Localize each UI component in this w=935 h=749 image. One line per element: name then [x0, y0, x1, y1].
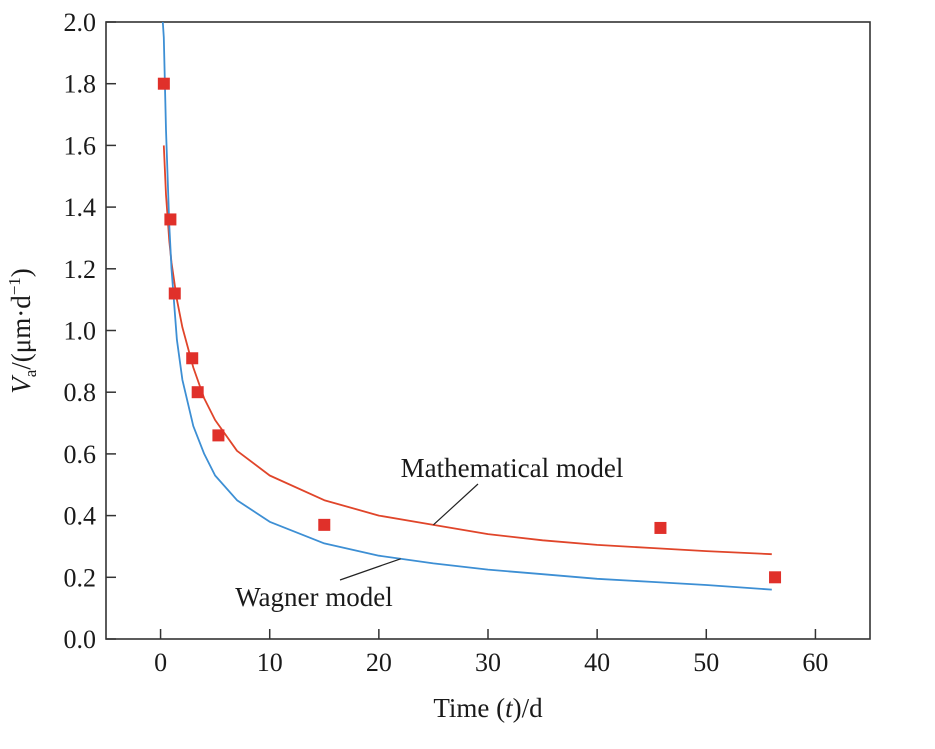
x-axis-ticks: 0 10 20 30 40 50 60	[154, 629, 828, 677]
x-axis-title: Time (t)/d	[433, 693, 543, 723]
data-point	[654, 521, 667, 534]
plot-frame	[105, 21, 871, 640]
y-tick-label: 0.4	[64, 502, 97, 531]
data-point	[318, 518, 331, 531]
wagner-model-line	[161, 21, 772, 591]
y-axis-title: Va/(μm·d−1)	[5, 268, 40, 394]
x-tick-label: 30	[475, 648, 501, 677]
y-tick-label: 0.8	[64, 378, 97, 407]
y-tick-label: 0.0	[64, 625, 97, 654]
x-tick-label: 50	[693, 648, 719, 677]
y-axis-ticks: 0.0 0.2 0.4 0.6 0.8 1.0 1.2 1.4 1.6 1.8 2.0	[64, 8, 116, 654]
annotations: Mathematical model Wagner model	[235, 453, 623, 612]
mathematical-model-leader	[433, 483, 479, 526]
y-tick-label: 1.0	[64, 317, 97, 346]
x-tick-label: 0	[154, 648, 167, 677]
x-tick-label: 10	[257, 648, 283, 677]
mathematical-model-label: Mathematical model	[401, 453, 624, 483]
y-tick-label: 1.6	[64, 131, 97, 160]
y-tick-label: 0.2	[64, 563, 97, 592]
series-lines	[161, 21, 772, 591]
data-point	[186, 352, 199, 365]
data-point	[769, 571, 782, 584]
y-tick-label: 1.8	[64, 70, 97, 99]
y-tick-label: 0.6	[64, 440, 97, 469]
data-point	[157, 77, 170, 90]
x-tick-label: 60	[802, 648, 828, 677]
wagner-model-label: Wagner model	[235, 582, 393, 612]
data-point	[191, 386, 204, 399]
y-tick-label: 2.0	[64, 8, 97, 37]
y-tick-label: 1.2	[64, 255, 97, 284]
x-tick-label: 40	[584, 648, 610, 677]
x-tick-label: 20	[366, 648, 392, 677]
y-tick-label: 1.4	[64, 193, 97, 222]
data-points	[157, 77, 782, 584]
data-point	[164, 213, 177, 226]
data-point	[168, 287, 181, 300]
data-point	[212, 429, 225, 442]
wagner-model-leader	[339, 558, 401, 581]
